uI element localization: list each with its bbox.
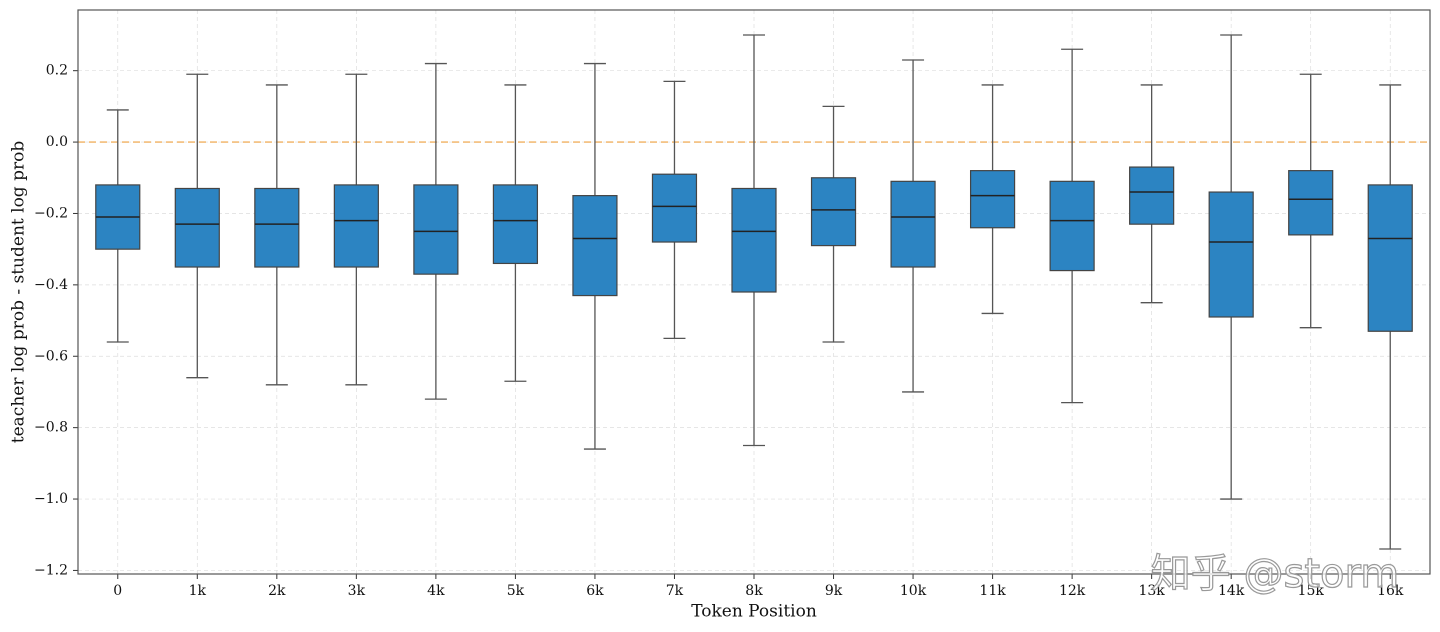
y-tick-label: −1.0 xyxy=(34,491,68,507)
y-tick-label: 0.0 xyxy=(46,134,68,150)
box xyxy=(1049,180,1095,272)
x-axis-label: Token Position xyxy=(691,602,817,622)
x-tick-label: 10k xyxy=(900,583,927,599)
x-tick-label: 4k xyxy=(427,583,445,599)
y-tick-label: −0.6 xyxy=(34,348,68,364)
box xyxy=(492,184,539,265)
y-tick-label: 0.2 xyxy=(46,63,68,79)
box xyxy=(333,184,379,268)
x-tick-label: 2k xyxy=(268,583,286,599)
x-tick-label: 1k xyxy=(189,583,207,599)
y-tick-label: −1.2 xyxy=(34,562,68,578)
box xyxy=(413,184,459,275)
y-tick-label: −0.2 xyxy=(34,205,68,221)
plot-frame xyxy=(77,9,1431,575)
box xyxy=(254,187,300,268)
box xyxy=(1288,170,1334,236)
box xyxy=(1367,184,1413,332)
watermark: 知乎 @storm xyxy=(1151,551,1399,597)
x-tick-label: 14k xyxy=(1218,583,1245,599)
x-tick-label: 3k xyxy=(348,583,366,599)
box xyxy=(1208,191,1254,318)
x-tick-label: 5k xyxy=(507,583,525,599)
y-tick-label: −0.8 xyxy=(34,420,68,436)
x-tick-label: 8k xyxy=(745,583,763,599)
box xyxy=(731,187,777,293)
x-tick-label: 13k xyxy=(1138,583,1165,599)
x-tick-label: 0 xyxy=(113,583,122,599)
box xyxy=(651,173,698,243)
x-tick-label: 16k xyxy=(1377,583,1404,599)
box xyxy=(1129,166,1175,225)
x-tick-label: 15k xyxy=(1298,583,1325,599)
box xyxy=(890,180,936,268)
x-tick-label: 12k xyxy=(1059,583,1086,599)
y-axis-label: teacher log prob - student log prob xyxy=(9,141,29,444)
box xyxy=(572,195,618,297)
x-tick-label: 7k xyxy=(666,583,684,599)
box xyxy=(810,177,857,247)
y-tick-label: −0.4 xyxy=(34,277,68,293)
x-tick-label: 11k xyxy=(979,583,1006,599)
box xyxy=(969,170,1016,229)
x-tick-label: 6k xyxy=(586,583,604,599)
x-tick-label: 9k xyxy=(825,583,843,599)
box xyxy=(174,187,220,268)
